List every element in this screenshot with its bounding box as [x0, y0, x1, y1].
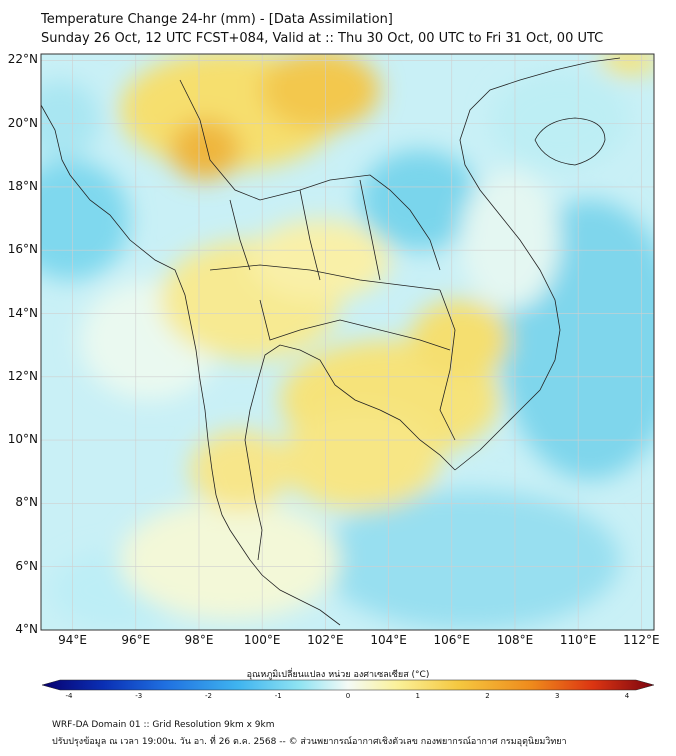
- colorbar-bar: [41, 679, 655, 691]
- lat-tick-label: 8°N: [15, 495, 38, 510]
- lat-tick-label: 20°N: [7, 115, 38, 130]
- lon-tick-label: 104°E: [370, 633, 407, 647]
- gulf-coast: [244, 344, 456, 561]
- lat-tick-label: 12°N: [7, 368, 38, 383]
- map-subtitle: Sunday 26 Oct, 12 UTC FCST+084, Valid at…: [41, 31, 604, 46]
- colorbar-title: อุณหภูมิเปลี่ยนแปลง หน่วย องศาเซลเซียส (…: [246, 670, 430, 680]
- hainan-island: [534, 117, 606, 166]
- footer-credit: ปรับปรุงข้อมูล ณ เวลา 19:00น. วัน อา. ที…: [52, 737, 567, 747]
- colorbar-tick-label: -4: [65, 692, 73, 700]
- lon-tick-label: 94°E: [58, 633, 88, 647]
- colorbar: [41, 679, 655, 691]
- colorbar-tick-label: -3: [135, 692, 143, 700]
- graticule: [41, 54, 654, 630]
- colorbar-tick-label: 4: [624, 692, 630, 700]
- lat-tick-label: 14°N: [7, 305, 38, 320]
- colorbar-tick-label: 2: [485, 692, 490, 700]
- colorbar-tick-label: 3: [555, 692, 560, 700]
- lat-tick-label: 10°N: [7, 432, 38, 447]
- map-title: Temperature Change 24-hr (mm) - [Data As…: [41, 12, 393, 27]
- peninsula-west-coast: [215, 494, 341, 626]
- lon-tick-label: 98°E: [184, 633, 214, 647]
- lat-tick-label: 6°N: [15, 558, 38, 573]
- footer-model-info: WRF-DA Domain 01 :: Grid Resolution 9km …: [52, 720, 275, 730]
- lat-tick-label: 4°N: [15, 622, 38, 636]
- temperature-field: [41, 54, 654, 630]
- lon-tick-label: 106°E: [433, 633, 471, 647]
- colorbar-tick-label: -1: [274, 692, 282, 700]
- lat-tick-label: 16°N: [7, 242, 38, 257]
- colorbar-tick-label: -2: [205, 692, 212, 700]
- lon-tick-label: 112°E: [623, 633, 660, 647]
- lon-tick-label: 108°E: [496, 633, 534, 647]
- lon-tick-label: 100°E: [243, 633, 281, 647]
- plot-frame: [40, 53, 655, 631]
- lon-tick-label: 110°E: [559, 633, 597, 647]
- lat-tick-label: 22°N: [7, 52, 38, 67]
- lat-tick-label: 18°N: [7, 178, 38, 193]
- myanmar-coast: [41, 104, 217, 496]
- colorbar-tick-label: 1: [415, 692, 420, 700]
- vietnam-coast: [454, 57, 621, 471]
- colorbar-tick-label: 0: [345, 692, 351, 700]
- lon-tick-label: 96°E: [121, 633, 151, 647]
- lon-tick-label: 102°E: [307, 633, 344, 647]
- coastlines: [41, 57, 621, 626]
